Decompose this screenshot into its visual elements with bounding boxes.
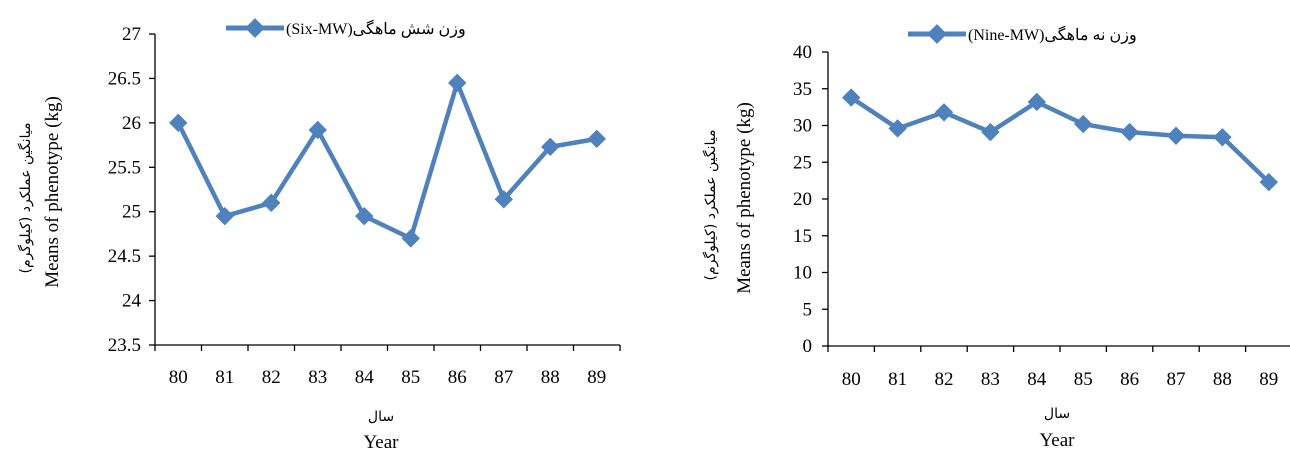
x-axis-title-nine-mw: Year: [1039, 430, 1075, 451]
data-point-marker: [448, 73, 467, 93]
y-tick-label: 0: [803, 336, 813, 357]
legend-six-mw: وزن شش ماهگی(Six-MW): [226, 18, 466, 38]
series-six-mw: [169, 73, 606, 248]
x-tick-label: 89: [1259, 369, 1278, 390]
y-tick-label: 30: [793, 116, 812, 137]
y-tick-label: 25: [793, 152, 812, 173]
data-point-marker: [355, 206, 374, 226]
y-tick-label: 5: [803, 299, 813, 320]
x-tick-label: 88: [541, 367, 560, 388]
x-tick-label: 85: [401, 367, 420, 388]
x-tick-label: 89: [587, 367, 606, 388]
x-axis-title-fa-nine-mw: سال: [1044, 406, 1070, 422]
y-tick-label: 26: [122, 113, 141, 134]
data-point-marker: [1120, 122, 1139, 142]
y-tick-label: 25: [122, 202, 141, 223]
x-axis-six-mw: 80 81 82 83 84 85 86 87 88 89: [154, 344, 621, 388]
legend-marker-nine-mw: [927, 24, 947, 44]
x-tick-label: 83: [308, 367, 327, 388]
y-tick-label: 24: [122, 291, 142, 312]
y-axis-nine-mw: 0 5 10 15 20 25 30 35 40: [793, 42, 829, 357]
data-point-marker: [401, 229, 420, 248]
y-tick-label: 25.5: [108, 157, 141, 178]
x-tick-label: 87: [1167, 369, 1186, 390]
legend-label-six-mw: وزن شش ماهگی(Six-MW): [286, 19, 466, 38]
x-tick-label: 84: [355, 367, 375, 388]
data-point-marker: [541, 137, 560, 157]
x-tick-label: 81: [215, 367, 234, 388]
x-tick-label: 87: [494, 367, 513, 388]
y-tick-label: 15: [793, 226, 812, 247]
y-axis-title-nine-mw: Means of phenotype (kg): [734, 102, 755, 294]
x-tick-label: 83: [981, 369, 1000, 390]
x-axis-nine-mw: 80 81 82 83 84 85 86 87 88 89: [827, 345, 1290, 390]
series-line: [176, 80, 598, 241]
y-tick-label: 23.5: [108, 335, 141, 356]
y-tick-label: 10: [793, 263, 812, 284]
data-point-marker: [1074, 114, 1093, 134]
y-tick-label: 40: [793, 42, 812, 63]
data-point-marker: [308, 120, 327, 140]
legend-label-nine-mw: وزن نه ماهگی(Nine-MW): [968, 25, 1137, 44]
data-point-marker: [262, 193, 281, 213]
x-tick-label: 86: [448, 367, 467, 388]
data-point-marker: [215, 206, 234, 226]
y-axis-title-six-mw: Means of phenotype (kg): [42, 96, 63, 288]
x-axis-title-fa-six-mw: سال: [368, 409, 394, 425]
x-tick-label: 81: [888, 369, 907, 390]
data-point-marker: [494, 190, 513, 209]
series-nine-mw: [842, 88, 1278, 192]
y-axis-title-fa-six-mw: میانگین عملکرد (کیلوگرم): [17, 123, 34, 274]
y-tick-label: 35: [793, 79, 812, 100]
y-tick-label: 20: [793, 189, 812, 210]
legend-marker-six-mw: [245, 18, 265, 38]
x-tick-label: 86: [1120, 369, 1139, 390]
data-point-marker: [1166, 126, 1186, 145]
x-tick-label: 80: [169, 367, 188, 388]
x-tick-label: 85: [1074, 369, 1093, 390]
x-tick-label: 88: [1213, 369, 1232, 390]
x-tick-label: 80: [842, 369, 861, 390]
series-line: [849, 95, 1271, 184]
data-point-marker: [1259, 172, 1278, 192]
data-point-marker: [587, 129, 606, 149]
data-point-marker: [169, 113, 188, 133]
x-tick-label: 82: [262, 367, 281, 388]
chart-nine-mw: وزن نه ماهگی(Nine-MW) 0 5 10 15 20 25 30 35 40 8…: [702, 24, 1290, 451]
chart-six-mw: وزن شش ماهگی(Six-MW) 23.52424.52525.5262…: [17, 18, 621, 453]
y-tick-label: 26.5: [108, 68, 141, 89]
data-point-marker: [842, 88, 861, 107]
y-tick-label: 27: [122, 24, 141, 45]
x-tick-label: 82: [935, 369, 954, 390]
data-point-marker: [888, 119, 907, 138]
data-point-marker: [934, 103, 954, 122]
data-point-marker: [1027, 92, 1046, 112]
legend-nine-mw: وزن نه ماهگی(Nine-MW): [908, 24, 1137, 44]
data-point-marker: [1213, 128, 1232, 147]
y-axis-title-fa-nine-mw: میانگین عملکرد (کیلوگرم): [702, 130, 719, 281]
x-axis-title-six-mw: Year: [363, 432, 399, 453]
y-tick-label: 24.5: [108, 246, 141, 267]
x-tick-label: 84: [1027, 369, 1047, 390]
y-axis-six-mw: 23.5 24 24.5 25 25.5 26 26.5 27: [108, 24, 156, 356]
